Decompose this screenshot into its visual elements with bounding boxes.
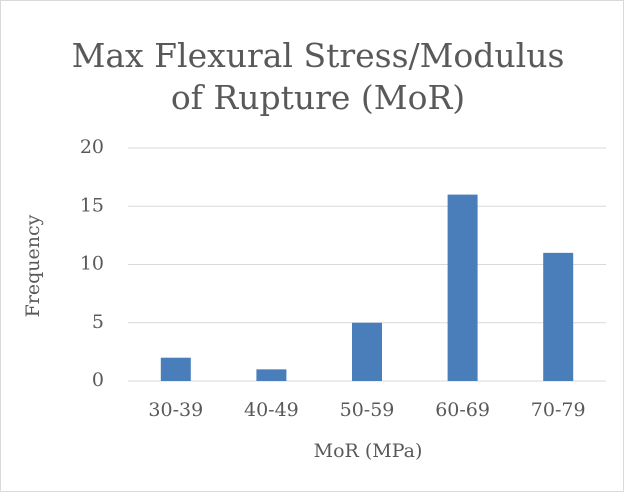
x-tick-label: 40-49	[244, 399, 299, 421]
y-tick-label: 5	[92, 311, 104, 333]
y-tick-label: 20	[80, 136, 104, 158]
bar	[543, 252, 574, 381]
bar	[256, 369, 287, 381]
x-tick-label: 70-79	[531, 399, 586, 421]
bar	[447, 194, 478, 381]
y-tick-label: 10	[80, 253, 104, 275]
y-tick-label: 0	[92, 369, 104, 391]
bar	[352, 322, 382, 381]
chart-title: Max Flexural Stress/Modulus of Rupture (M…	[72, 36, 565, 117]
y-tick-label: 15	[80, 194, 104, 216]
x-tick-label: 50-59	[340, 399, 395, 421]
x-tick-label: 60-69	[435, 399, 490, 421]
y-axis-label: Frequency	[22, 214, 44, 317]
x-tick-label: 30-39	[148, 399, 203, 421]
x-axis-label: MoR (MPa)	[314, 440, 423, 462]
bar	[160, 357, 191, 381]
